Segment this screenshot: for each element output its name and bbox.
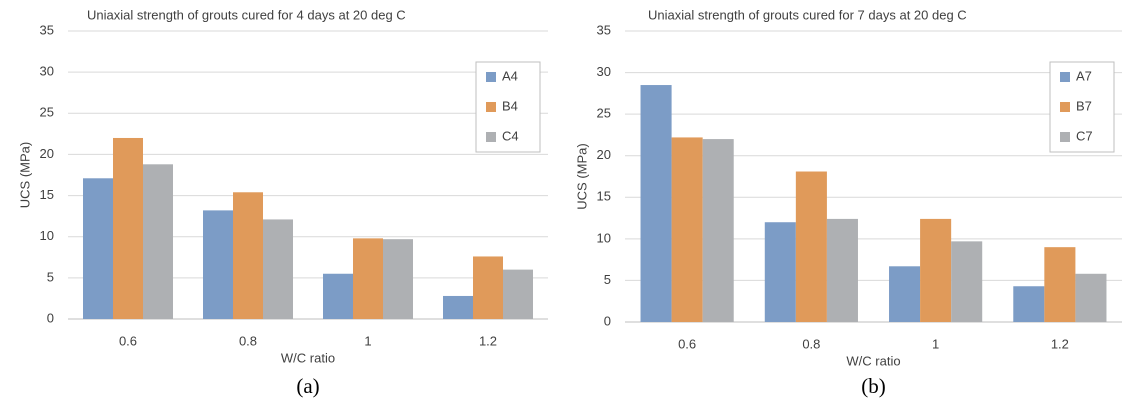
legend-swatch [486, 132, 496, 142]
y-tick-label: 20 [597, 147, 611, 162]
y-tick-label: 15 [40, 187, 54, 202]
bar [671, 137, 703, 322]
bar [889, 266, 921, 322]
y-tick-label: 25 [40, 105, 54, 120]
legend-label: C7 [1076, 128, 1093, 143]
bar [323, 273, 353, 319]
y-tick-label: 35 [40, 22, 54, 37]
bar [233, 192, 263, 319]
x-tick-label: 1 [932, 336, 939, 351]
y-tick-label: 35 [597, 22, 611, 37]
bar [263, 219, 293, 319]
x-tick-label: 0.6 [119, 333, 137, 348]
bar [1075, 273, 1107, 322]
legend-label: A4 [502, 68, 518, 83]
y-tick-label: 0 [47, 310, 54, 325]
y-axis-label: UCS (MPa) [574, 143, 589, 209]
x-axis-label: W/C ratio [846, 353, 900, 368]
bar [503, 269, 533, 319]
y-tick-label: 10 [597, 230, 611, 245]
legend-label: B7 [1076, 98, 1092, 113]
legend-label: A7 [1076, 68, 1092, 83]
y-tick-label: 25 [597, 106, 611, 121]
chart-title: Uniaxial strength of grouts cured for 4 … [87, 7, 406, 22]
legend-label: C4 [502, 128, 519, 143]
y-tick-label: 30 [597, 64, 611, 79]
x-tick-label: 0.6 [678, 336, 696, 351]
bar [640, 85, 672, 323]
bar [113, 137, 143, 319]
bar [951, 241, 983, 322]
legend-swatch [486, 102, 496, 112]
caption: (b) [861, 374, 886, 398]
bar [764, 222, 796, 322]
bar [443, 295, 473, 319]
y-tick-label: 5 [47, 269, 54, 284]
legend-swatch [1060, 102, 1070, 112]
x-tick-label: 1 [364, 333, 371, 348]
bar [795, 171, 827, 322]
chart-title: Uniaxial strength of grouts cured for 7 … [648, 7, 967, 22]
y-tick-label: 30 [40, 64, 54, 79]
bar [143, 164, 173, 319]
x-tick-label: 0.8 [802, 336, 820, 351]
y-axis-label: UCS (MPa) [17, 142, 32, 208]
y-tick-label: 10 [40, 228, 54, 243]
bar [353, 238, 383, 319]
legend-swatch [1060, 132, 1070, 142]
bar [1044, 247, 1076, 322]
legend-swatch [486, 72, 496, 82]
x-tick-label: 1.2 [1051, 336, 1069, 351]
x-axis-label: W/C ratio [281, 350, 335, 365]
y-tick-label: 0 [604, 313, 611, 328]
bar [920, 218, 952, 322]
bar [702, 139, 734, 322]
bar [203, 210, 233, 319]
bar [473, 256, 503, 319]
legend-label: B4 [502, 98, 518, 113]
y-tick-label: 20 [40, 146, 54, 161]
bar [1013, 286, 1045, 322]
bar [83, 178, 113, 319]
caption: (a) [296, 374, 319, 398]
bar [383, 239, 413, 319]
x-tick-label: 1.2 [479, 333, 497, 348]
x-tick-label: 0.8 [239, 333, 257, 348]
y-tick-label: 5 [604, 272, 611, 287]
bar [826, 218, 858, 322]
legend-swatch [1060, 72, 1070, 82]
y-tick-label: 15 [597, 189, 611, 204]
